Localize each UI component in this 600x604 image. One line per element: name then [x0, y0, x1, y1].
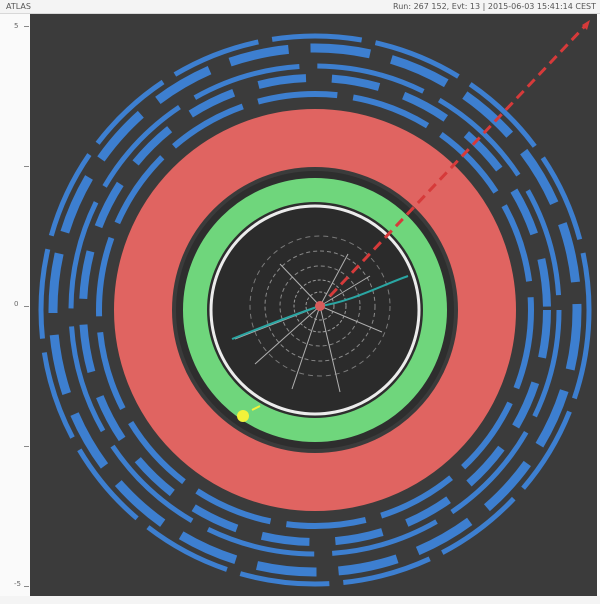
experiment-label: ATLAS: [6, 2, 31, 11]
muon-spectrometer: [38, 33, 592, 587]
track: [254, 305, 321, 365]
highlighted-track: [231, 305, 321, 340]
solenoid: [209, 204, 421, 416]
em-calorimeter: [183, 178, 447, 442]
muon-outer-chambers: [48, 43, 582, 577]
pixel-layer: [305, 291, 335, 321]
missing-et-arrow-icon: [582, 20, 590, 30]
ruler-label-middle: 0: [14, 300, 19, 308]
run-event-info: Run: 267 152, Evt: 13 | 2015-06-03 15:41…: [393, 2, 596, 11]
sct-layer: [279, 265, 361, 347]
sct-layer: [264, 250, 376, 362]
pixel-layer: [293, 279, 347, 333]
track: [319, 305, 341, 393]
track: [319, 253, 349, 307]
ruler-tick: [24, 586, 29, 587]
missing-transverse-energy: [328, 24, 587, 298]
muon-outer-layer: [38, 33, 592, 587]
track: [319, 305, 383, 333]
electron-deposit-streak: [251, 405, 261, 411]
hadronic-calorimeter: [114, 109, 516, 511]
muon-middle-layer: [68, 63, 562, 557]
track: [291, 305, 321, 390]
reconstructed-tracks: [231, 253, 409, 393]
ruler-tick: [24, 26, 29, 27]
track: [319, 275, 371, 307]
highlighted-track: [319, 275, 409, 307]
detector-cross-section[interactable]: [30, 14, 597, 596]
muon-inner-chambers: [96, 91, 534, 529]
ruler-tick: [24, 306, 29, 307]
ruler-label-top: 5: [14, 22, 19, 30]
bottom-bar: [0, 596, 600, 604]
electron-deposit: [237, 405, 261, 422]
ruler-tick: [24, 446, 29, 447]
header-bar: ATLAS Run: 267 152, Evt: 13 | 2015-06-03…: [0, 0, 600, 14]
muon-middle-chambers: [79, 74, 551, 546]
inner-tracker: [249, 235, 391, 377]
track: [279, 263, 321, 307]
trt-layer: [249, 235, 391, 377]
side-ruler: 5 0 -5: [0, 14, 30, 596]
electron-energy-cluster: [237, 410, 249, 422]
ruler-tick: [24, 166, 29, 167]
ruler-label-bottom: -5: [14, 580, 21, 588]
primary-vertex: [315, 301, 325, 311]
